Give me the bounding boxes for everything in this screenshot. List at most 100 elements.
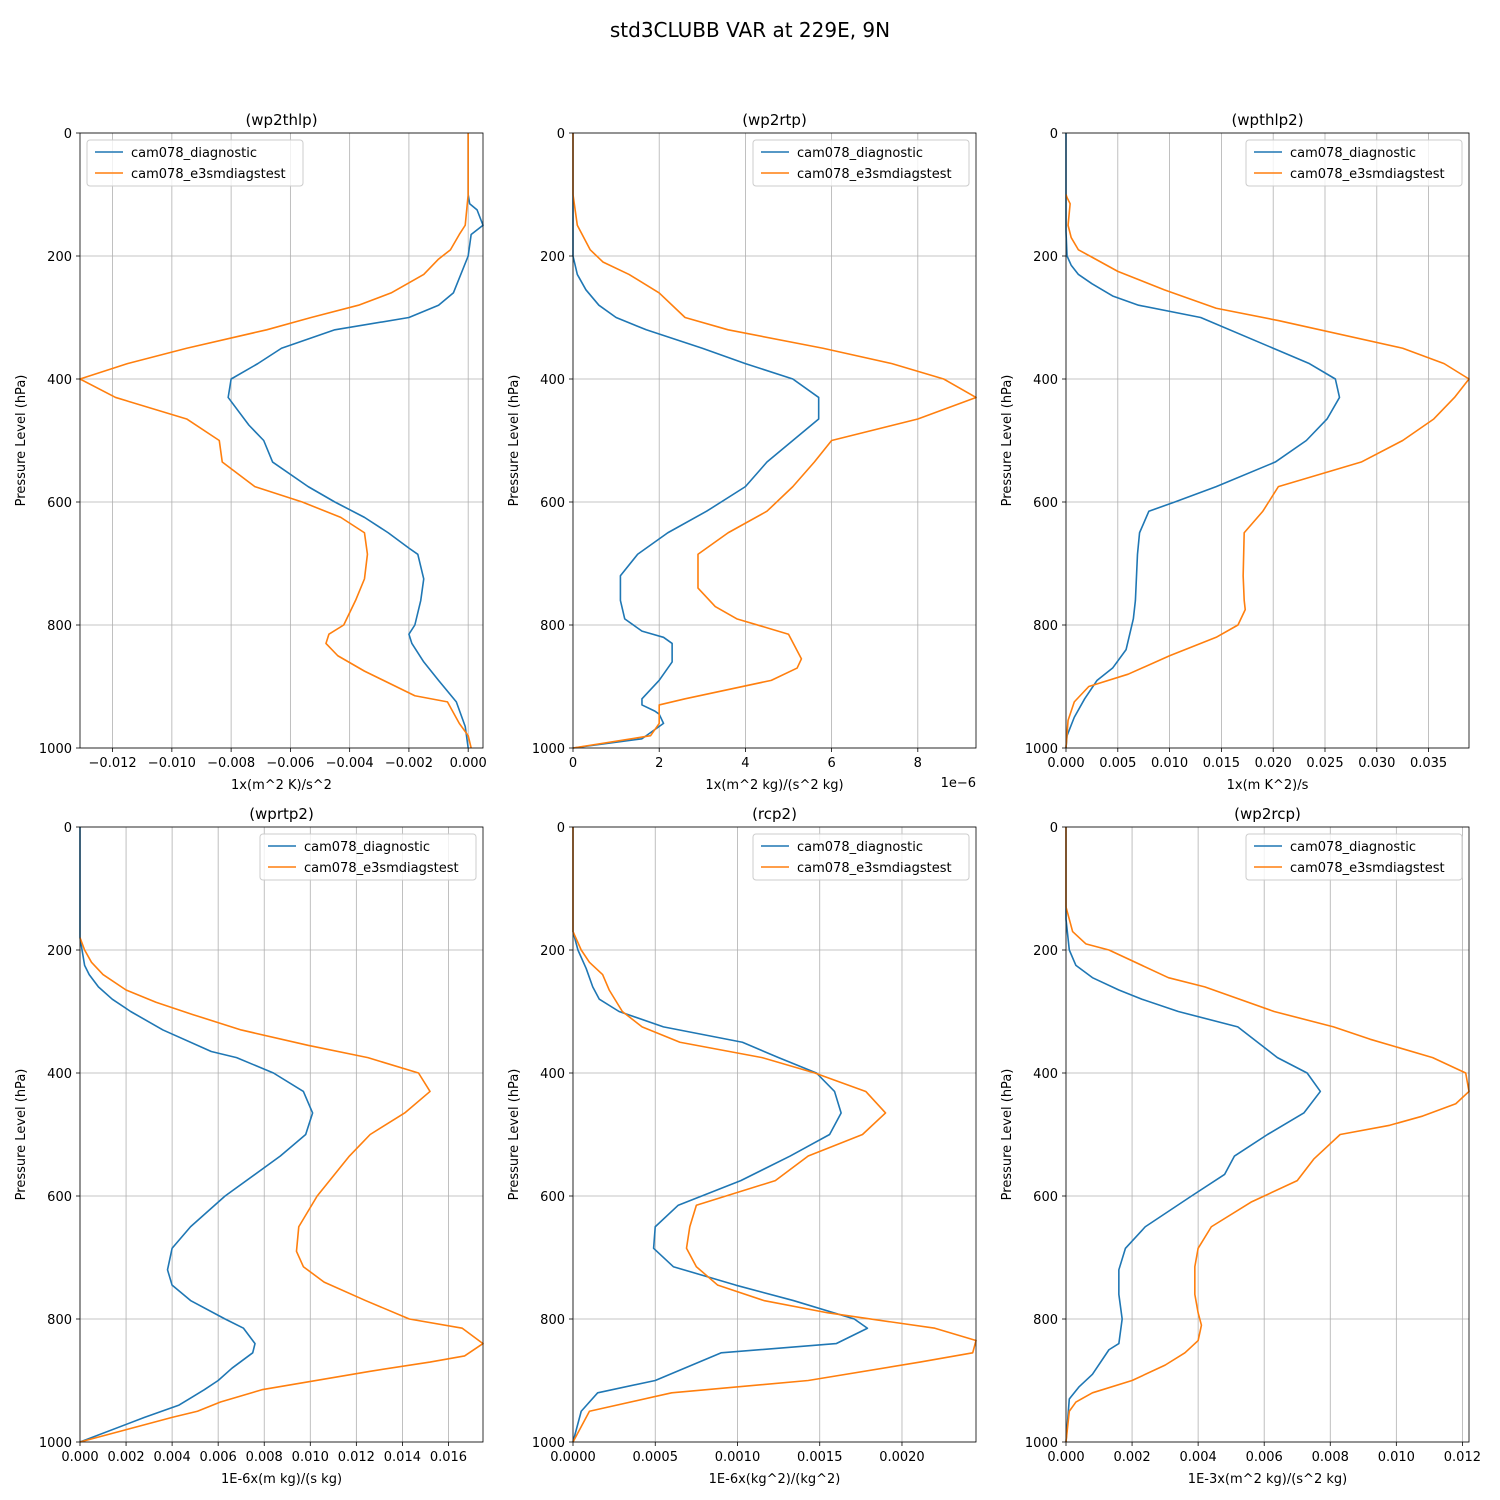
y-tick-label: 800 xyxy=(1033,619,1058,634)
x-tick-label: 0.020 xyxy=(1255,756,1292,771)
y-tick-label: 800 xyxy=(540,619,565,634)
x-tick-label: 0.014 xyxy=(384,1450,421,1465)
y-tick-label: 1000 xyxy=(1025,1436,1058,1451)
x-tick-label: 0.008 xyxy=(1312,1450,1349,1465)
axes-frame xyxy=(1065,826,1470,1443)
y-tick-label: 200 xyxy=(1033,250,1058,265)
y-axis-label: Pressure Level (hPa) xyxy=(1000,375,1015,507)
legend-label-2: cam078_e3smdiagstest xyxy=(797,861,952,876)
legend-box xyxy=(1245,833,1463,881)
x-tick-label: 8 xyxy=(914,756,922,771)
y-tick-label: 400 xyxy=(47,373,72,388)
x-tick-label: 0.0005 xyxy=(632,1450,678,1465)
x-tick-label: 0.0000 xyxy=(550,1450,596,1465)
x-tick-label: 0.035 xyxy=(1410,756,1447,771)
x-tick-label: 2 xyxy=(655,756,663,771)
y-tick-label: 200 xyxy=(47,250,72,265)
x-tick-label: 0.008 xyxy=(246,1450,283,1465)
panel-title: (wprtp2) xyxy=(249,805,314,823)
y-tick-label: 0 xyxy=(64,127,72,142)
y-tick-label: 800 xyxy=(1033,1313,1058,1328)
figure-title: std3CLUBB VAR at 229E, 9N xyxy=(610,18,890,42)
axes-frame xyxy=(79,132,484,749)
legend-box xyxy=(1245,139,1463,187)
legend-label-1: cam078_diagnostic xyxy=(797,146,923,161)
x-tick-label: 0.006 xyxy=(200,1450,237,1465)
x-tick-label: 0.004 xyxy=(1180,1450,1217,1465)
x-tick-label: 0.016 xyxy=(430,1450,467,1465)
panel-title: (wpthlp2) xyxy=(1231,111,1303,129)
series-line-2 xyxy=(1065,194,1470,749)
x-tick-label: 0.025 xyxy=(1306,756,1343,771)
y-tick-label: 800 xyxy=(540,1313,565,1328)
y-tick-label: 200 xyxy=(540,250,565,265)
y-tick-label: 200 xyxy=(1033,944,1058,959)
series-line-2 xyxy=(79,937,484,1443)
legend-box xyxy=(259,833,477,881)
x-tick-label: 0 xyxy=(569,756,577,771)
x-axis-label: 1E-6x(kg^2)/(kg^2) xyxy=(709,1472,841,1487)
x-tick-label: 0.012 xyxy=(338,1450,375,1465)
legend-label-1: cam078_diagnostic xyxy=(131,146,257,161)
y-tick-label: 600 xyxy=(47,1190,72,1205)
panel-title: (wp2rcp) xyxy=(1234,805,1301,823)
y-tick-label: 600 xyxy=(540,496,565,511)
y-tick-label: 0 xyxy=(557,127,565,142)
panel-4: 0.000 0.002 0.004 0.006 0.008 0.010 0.012 0.014… xyxy=(14,805,484,1487)
x-tick-label: −0.012 xyxy=(89,756,137,771)
legend-label-2: cam078_e3smdiagstest xyxy=(131,167,286,182)
x-tick-label: 4 xyxy=(741,756,749,771)
legend-label-1: cam078_diagnostic xyxy=(1290,146,1416,161)
x-tick-label: 0.0020 xyxy=(879,1450,925,1465)
x-tick-label: −0.006 xyxy=(266,756,314,771)
y-tick-label: 200 xyxy=(540,944,565,959)
panel-5: 0.0000 0.0005 0.0010 0.0015 0.0020 0 200 400 600… xyxy=(507,805,977,1487)
y-tick-label: 0 xyxy=(64,821,72,836)
y-tick-label: 400 xyxy=(1033,373,1058,388)
legend-box xyxy=(752,139,970,187)
series-line-1 xyxy=(572,133,820,749)
x-axis-label: 1x(m^2 K)/s^2 xyxy=(231,778,332,793)
x-tick-label: 0.010 xyxy=(1151,756,1188,771)
x-tick-label: −0.004 xyxy=(326,756,374,771)
series-line-1 xyxy=(79,827,314,1443)
x-tick-label: 0.005 xyxy=(1099,756,1136,771)
series-line-1 xyxy=(1065,133,1341,749)
x-tick-label: −0.002 xyxy=(385,756,433,771)
legend: cam078_diagnostic cam078_e3smdiagstest xyxy=(259,833,477,881)
y-tick-label: 1000 xyxy=(532,742,565,757)
y-tick-label: 200 xyxy=(47,944,72,959)
panel-title: (rcp2) xyxy=(752,805,797,823)
legend: cam078_diagnostic cam078_e3smdiagstest xyxy=(86,139,304,187)
legend: cam078_diagnostic cam078_e3smdiagstest xyxy=(752,139,970,187)
y-tick-label: 1000 xyxy=(39,1436,72,1451)
legend-label-1: cam078_diagnostic xyxy=(1290,840,1416,855)
y-tick-label: 0 xyxy=(1050,821,1058,836)
legend: cam078_diagnostic cam078_e3smdiagstest xyxy=(1245,139,1463,187)
legend-label-2: cam078_e3smdiagstest xyxy=(1290,167,1445,182)
axes-frame xyxy=(572,132,977,749)
x-tick-label: 0.000 xyxy=(61,1450,98,1465)
x-tick-label: 0.012 xyxy=(1444,1450,1481,1465)
panel-title: (wp2thlp) xyxy=(245,111,317,129)
legend: cam078_diagnostic cam078_e3smdiagstest xyxy=(1245,833,1463,881)
series-line-1 xyxy=(227,133,484,749)
legend-label-2: cam078_e3smdiagstest xyxy=(1290,861,1445,876)
legend: cam078_diagnostic cam078_e3smdiagstest xyxy=(752,833,970,881)
series-line-2 xyxy=(572,133,977,749)
y-axis-label: Pressure Level (hPa) xyxy=(1000,1069,1015,1201)
x-tick-label: 0.000 xyxy=(450,756,487,771)
panel-2: 0 2 4 6 8 0 200 400 600 800 1000 (wp2rtp) 1x(m^2 kg)… xyxy=(507,111,977,793)
x-axis-label: 1E-3x(m^2 kg)/(s^2 kg) xyxy=(1188,1472,1347,1487)
x-tick-label: 0.000 xyxy=(1047,756,1084,771)
panel-6: 0.000 0.002 0.004 0.006 0.008 0.010 0.012 0 200 4… xyxy=(1000,805,1481,1487)
x-tick-label: 0.010 xyxy=(292,1450,329,1465)
y-tick-label: 400 xyxy=(540,1067,565,1082)
panel-title: (wp2rtp) xyxy=(742,111,807,129)
x-tick-label: 0.006 xyxy=(1246,1450,1283,1465)
axes-frame xyxy=(572,826,977,1443)
y-tick-label: 800 xyxy=(47,619,72,634)
y-axis-label: Pressure Level (hPa) xyxy=(507,1069,522,1201)
x-tick-label: 0.002 xyxy=(1113,1450,1150,1465)
series-line-1 xyxy=(1065,827,1322,1443)
